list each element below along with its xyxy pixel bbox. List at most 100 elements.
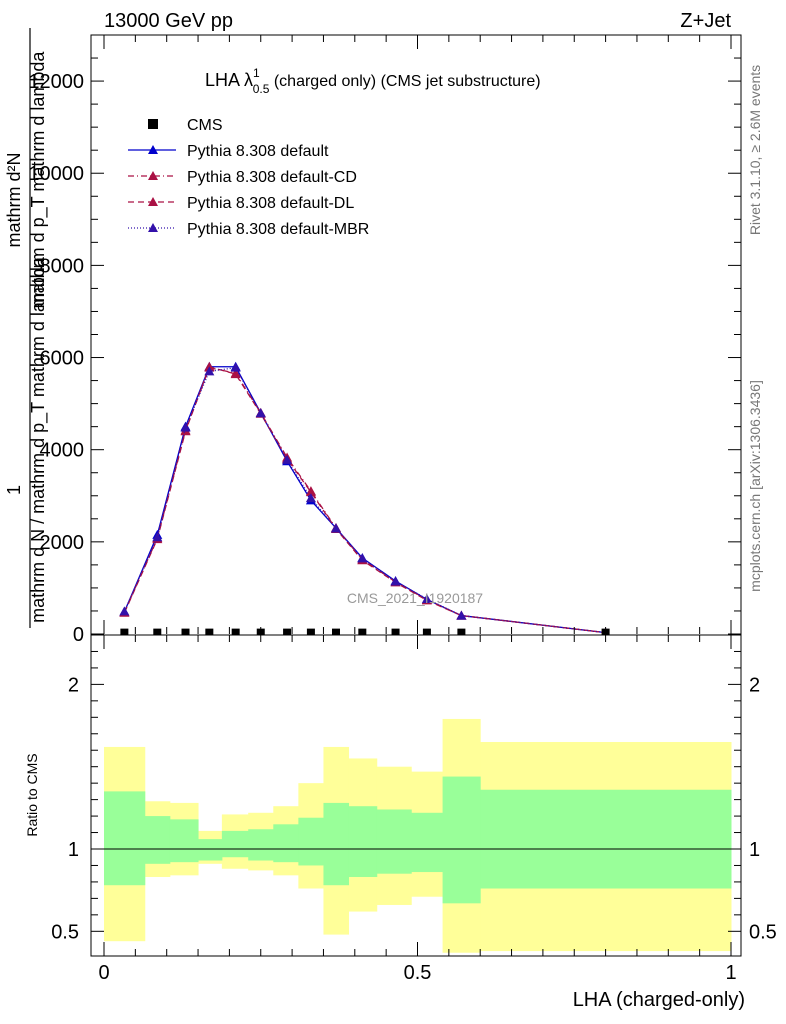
cms-data-point	[120, 628, 129, 637]
rivet-label: Rivet 3.1.10, ≥ 2.6M events	[747, 65, 763, 235]
stat-uncertainty-band	[104, 791, 146, 886]
cms-data-point	[205, 628, 214, 637]
series-point	[305, 493, 316, 503]
series-point	[152, 532, 163, 542]
analysis-watermark: CMS_2021_I1920187	[347, 590, 483, 606]
main-ytick-label: 0	[73, 624, 84, 646]
legend-entry-3: Pythia 8.308 default-DL	[128, 195, 354, 212]
plot-title-main: LHA λ	[205, 70, 253, 90]
stat-uncertainty-band	[198, 839, 223, 861]
series-line	[123, 365, 606, 634]
energy-label: 13000 GeV pp	[104, 10, 233, 32]
ratio-axes: 0.5 0.5 1 1 2 2 0 0.5 1	[51, 635, 777, 984]
legend-label: Pythia 8.308 default-MBR	[187, 221, 369, 238]
y-label-one: 1	[4, 485, 24, 495]
main-y-label: mathrm d²N mathrm d p_T mathrm d lambda …	[4, 28, 49, 628]
cms-data-point	[457, 628, 466, 637]
cms-data-point	[181, 628, 190, 637]
series-point	[390, 576, 401, 586]
ratio-ytick-label-right: 0.5	[749, 921, 777, 943]
xtick-label: 0.5	[404, 962, 432, 984]
cms-data-point	[306, 628, 315, 637]
series-point	[230, 362, 241, 372]
plot-title-suffix: (charged only) (CMS jet substructure)	[269, 73, 540, 90]
legend-marker	[148, 119, 158, 129]
legend-entry-2: Pythia 8.308 default-CD	[128, 169, 357, 186]
legend-marker	[148, 197, 158, 206]
cms-data-point	[358, 628, 367, 637]
stat-uncertainty-band	[144, 816, 171, 864]
main-ytick-label: 2000	[40, 532, 85, 554]
series-point	[357, 553, 368, 563]
series-point	[305, 487, 316, 497]
stat-uncertainty-band	[442, 776, 481, 904]
cms-data-point	[283, 628, 292, 637]
process-label: Z+Jet	[680, 10, 731, 32]
ratio-panel: 0.5 0.5 1 1 2 2 0 0.5 1 Ratio to CMS LHA (charge…	[24, 634, 777, 1011]
main-ytick-label: 12000	[28, 71, 84, 93]
legend: CMS Pythia 8.308 default Pythia 8.308 defa…	[128, 117, 369, 238]
stat-uncertainty-band	[169, 819, 199, 863]
main-ytick-label: 8000	[40, 255, 85, 277]
ratio-ytick-label: 2	[68, 674, 79, 696]
main-ytick-label: 6000	[40, 348, 85, 370]
ratio-ytick-label-right: 1	[749, 839, 760, 861]
stat-uncertainty-band	[323, 802, 350, 886]
stat-uncertainty-band	[480, 789, 732, 889]
stat-uncertainty-band	[348, 806, 378, 877]
legend-entry-4: Pythia 8.308 default-MBR	[128, 221, 369, 238]
stat-uncertainty-band	[411, 812, 444, 873]
stat-uncertainty-band	[248, 829, 274, 861]
stat-uncertainty-band	[273, 824, 299, 863]
cms-data-point	[231, 628, 240, 637]
main-axes: 0 2000 4000 6000 8000 10000 12000	[28, 34, 741, 646]
y-label-inner: mathrm d p_T mathrm d lambda	[28, 51, 49, 309]
cms-data-point	[153, 628, 162, 637]
ratio-y-label: Ratio to CMS	[24, 753, 40, 836]
legend-label: CMS	[187, 117, 223, 134]
legend-label: Pythia 8.308 default-CD	[187, 169, 357, 186]
legend-marker	[148, 223, 158, 232]
cms-data-point	[391, 628, 400, 637]
series-point	[330, 523, 341, 533]
legend-label: Pythia 8.308 default	[187, 143, 329, 160]
y-label-denominator: mathrm d N / mathrm d p_T mathrm d lambd…	[28, 256, 49, 623]
series-point	[119, 606, 130, 616]
stat-uncertainty-band	[376, 809, 412, 874]
cms-data-point	[422, 628, 431, 637]
legend-marker	[148, 145, 158, 154]
plot-title: LHA λ1 0.5 (charged only) (CMS jet substr…	[205, 66, 541, 96]
plot-title-sup: 1	[253, 66, 260, 80]
x-axis-label: LHA (charged-only)	[573, 989, 745, 1011]
xtick-label: 1	[725, 962, 736, 984]
series-point	[204, 366, 215, 376]
legend-entry-cms: CMS	[148, 117, 223, 134]
xtick-label: 0	[98, 962, 109, 984]
stat-uncertainty-band	[298, 817, 324, 866]
legend-label: Pythia 8.308 default-DL	[187, 195, 354, 212]
main-ytick-label: 4000	[40, 440, 85, 462]
series-point	[282, 454, 293, 464]
legend-marker	[148, 171, 158, 180]
series-point	[230, 369, 241, 379]
legend-entry-1: Pythia 8.308 default	[128, 143, 329, 160]
main-plot-area	[91, 35, 741, 635]
ratio-ytick-label: 1	[68, 839, 79, 861]
stat-uncertainty-band	[221, 830, 249, 858]
series-point	[456, 610, 467, 620]
main-ytick-label: 10000	[28, 163, 84, 185]
ratio-bands-layer	[91, 718, 741, 953]
series-point	[255, 408, 266, 418]
series-line	[123, 366, 606, 634]
ratio-ytick-label-right: 2	[749, 674, 760, 696]
cms-data-point	[331, 628, 340, 637]
main-series-layer	[119, 361, 611, 637]
mcplots-label: mcplots.cern.ch [arXiv:1306.3436]	[747, 380, 763, 592]
ratio-plot-frame	[90, 634, 742, 957]
series-point	[180, 422, 191, 432]
ratio-ytick-label: 0.5	[51, 921, 79, 943]
series-point	[204, 361, 215, 371]
plot-title-sub: 0.5	[253, 82, 270, 96]
